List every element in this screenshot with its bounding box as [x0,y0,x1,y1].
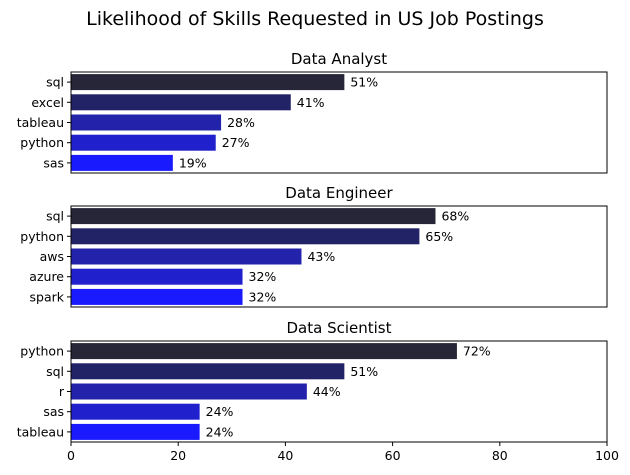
xtick-label: 100 [595,448,619,463]
data-engineer-ytick-label: spark [30,289,65,304]
data-engineer-data-label: 32% [249,269,277,284]
data-scientist-ytick-label: sas [43,404,64,419]
data-analyst-panel-title: Data Analyst [291,50,387,68]
data-engineer-bar-sql [71,208,436,225]
data-scientist-data-label: 24% [206,404,234,419]
data-engineer-data-label: 68% [441,209,469,224]
data-scientist-data-label: 72% [463,344,491,359]
data-engineer-bar-spark [71,288,243,305]
data-scientist-bar-sql [71,363,345,380]
data-scientist-data-label: 51% [350,364,378,379]
data-scientist-bar-python [71,343,457,360]
data-analyst-data-label: 27% [222,135,250,150]
data-analyst-bar-excel [71,94,291,111]
data-engineer-data-label: 32% [249,289,277,304]
data-scientist-ytick-label: r [59,384,65,399]
data-engineer-ytick-label: aws [40,249,64,264]
data-analyst-ytick-label: excel [31,95,64,110]
data-engineer-ytick-label: python [20,229,64,244]
data-scientist-ytick-label: python [20,344,64,359]
data-analyst-ytick-label: tableau [17,115,64,130]
chart-title: Likelihood of Skills Requested in US Job… [86,8,544,30]
data-analyst-bar-sas [71,154,173,171]
data-scientist-data-label: 24% [206,424,234,439]
xtick-label: 80 [492,448,508,463]
data-engineer-data-label: 43% [307,249,335,264]
data-scientist-panel-frame [70,340,608,443]
data-scientist-ytick-label: tableau [17,424,64,439]
data-engineer-panel-frame [70,205,608,308]
data-analyst-data-label: 19% [179,155,207,170]
data-analyst-ytick-label: python [20,135,64,150]
data-analyst-panel-frame [70,71,608,174]
data-analyst-bar-python [71,134,216,151]
xtick-label: 20 [170,448,186,463]
data-engineer-bar-aws [71,248,302,265]
xtick-label: 40 [277,448,293,463]
data-engineer-bar-azure [71,268,243,285]
data-scientist-bar-sas [71,403,200,420]
data-scientist-bar-r [71,383,307,400]
data-engineer-ytick-label: azure [29,269,64,284]
xtick-label: 0 [67,448,75,463]
xtick-label: 60 [385,448,401,463]
data-analyst-ytick-label: sql [46,75,64,90]
data-analyst-bar-sql [71,74,345,91]
data-scientist-ytick-label: sql [46,364,64,379]
data-scientist-bar-tableau [71,423,200,440]
data-engineer-ytick-label: sql [46,209,64,224]
data-analyst-data-label: 28% [227,115,255,130]
data-analyst-data-label: 41% [297,95,325,110]
data-analyst-bar-tableau [71,114,222,131]
data-engineer-data-label: 65% [425,229,453,244]
data-scientist-panel-title: Data Scientist [287,319,392,337]
data-scientist-data-label: 44% [313,384,341,399]
data-engineer-panel-title: Data Engineer [285,184,393,202]
data-analyst-data-label: 51% [350,75,378,90]
data-engineer-bar-python [71,228,420,245]
data-analyst-ytick-label: sas [43,155,64,170]
